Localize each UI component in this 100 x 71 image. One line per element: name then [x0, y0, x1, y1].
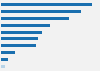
Bar	[1, 31, 42, 34]
Bar	[1, 3, 92, 6]
Bar	[1, 17, 69, 20]
Bar	[1, 10, 81, 13]
Bar	[1, 24, 50, 27]
Bar	[1, 44, 36, 47]
Bar	[1, 65, 5, 68]
Bar	[1, 58, 8, 61]
Bar	[1, 37, 38, 40]
Bar	[1, 51, 15, 54]
